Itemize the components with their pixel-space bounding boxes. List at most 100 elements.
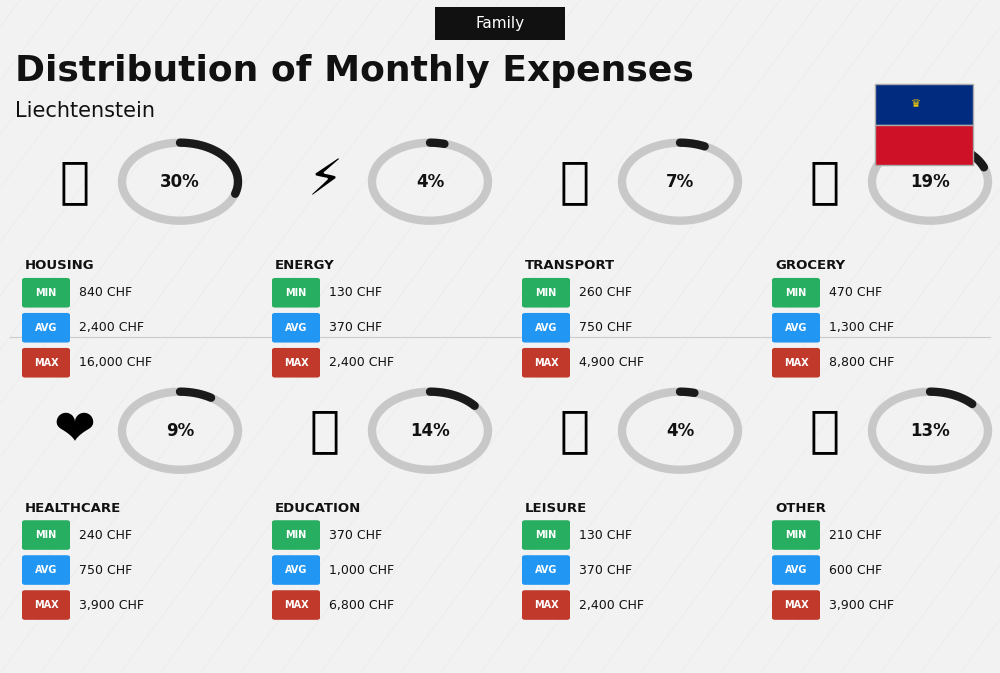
Text: 470 CHF: 470 CHF — [829, 286, 882, 299]
Text: AVG: AVG — [35, 323, 57, 332]
Text: 1,300 CHF: 1,300 CHF — [829, 321, 894, 334]
FancyBboxPatch shape — [772, 590, 820, 620]
FancyBboxPatch shape — [272, 520, 320, 550]
Text: HOUSING: HOUSING — [25, 259, 95, 273]
Text: EDUCATION: EDUCATION — [275, 501, 361, 515]
FancyBboxPatch shape — [272, 590, 320, 620]
FancyBboxPatch shape — [522, 348, 570, 378]
Text: 260 CHF: 260 CHF — [579, 286, 632, 299]
Text: MIN: MIN — [535, 530, 557, 540]
Text: AVG: AVG — [285, 323, 307, 332]
Text: AVG: AVG — [785, 323, 807, 332]
Text: MIN: MIN — [785, 288, 807, 297]
Text: 🏢: 🏢 — [60, 157, 90, 206]
Text: MIN: MIN — [285, 530, 307, 540]
Text: 2,400 CHF: 2,400 CHF — [329, 356, 394, 369]
Text: 6,800 CHF: 6,800 CHF — [329, 598, 394, 612]
Text: 🚌: 🚌 — [560, 157, 590, 206]
FancyBboxPatch shape — [272, 278, 320, 308]
Text: LEISURE: LEISURE — [525, 501, 587, 515]
Text: 750 CHF: 750 CHF — [79, 563, 132, 577]
Text: 4%: 4% — [666, 422, 694, 439]
FancyBboxPatch shape — [272, 555, 320, 585]
Text: MAX: MAX — [284, 358, 308, 367]
Text: MIN: MIN — [535, 288, 557, 297]
Text: ⚡: ⚡ — [307, 157, 343, 206]
Text: Distribution of Monthly Expenses: Distribution of Monthly Expenses — [15, 54, 694, 87]
FancyBboxPatch shape — [772, 348, 820, 378]
Text: MIN: MIN — [285, 288, 307, 297]
Text: ENERGY: ENERGY — [275, 259, 335, 273]
Text: 4,900 CHF: 4,900 CHF — [579, 356, 644, 369]
Text: 8,800 CHF: 8,800 CHF — [829, 356, 894, 369]
Text: ♛: ♛ — [911, 100, 921, 109]
Text: MIN: MIN — [785, 530, 807, 540]
FancyBboxPatch shape — [772, 313, 820, 343]
Text: 370 CHF: 370 CHF — [579, 563, 632, 577]
FancyBboxPatch shape — [435, 7, 565, 40]
Text: OTHER: OTHER — [775, 501, 826, 515]
FancyBboxPatch shape — [522, 590, 570, 620]
Text: 16,000 CHF: 16,000 CHF — [79, 356, 152, 369]
Text: 240 CHF: 240 CHF — [79, 528, 132, 542]
Text: 130 CHF: 130 CHF — [329, 286, 382, 299]
FancyBboxPatch shape — [522, 520, 570, 550]
FancyBboxPatch shape — [772, 520, 820, 550]
Text: 7%: 7% — [666, 173, 694, 190]
Text: 19%: 19% — [910, 173, 950, 190]
Text: 1,000 CHF: 1,000 CHF — [329, 563, 394, 577]
Text: 14%: 14% — [410, 422, 450, 439]
Text: 🛍️: 🛍️ — [560, 406, 590, 455]
Text: 210 CHF: 210 CHF — [829, 528, 882, 542]
Text: 840 CHF: 840 CHF — [79, 286, 132, 299]
Text: 130 CHF: 130 CHF — [579, 528, 632, 542]
FancyBboxPatch shape — [22, 278, 70, 308]
Text: 🛒: 🛒 — [810, 157, 840, 206]
Text: MAX: MAX — [284, 600, 308, 610]
Text: GROCERY: GROCERY — [775, 259, 845, 273]
FancyBboxPatch shape — [522, 313, 570, 343]
Text: 2,400 CHF: 2,400 CHF — [579, 598, 644, 612]
Text: 🎓: 🎓 — [310, 406, 340, 455]
Text: 3,900 CHF: 3,900 CHF — [829, 598, 894, 612]
Text: MAX: MAX — [784, 358, 808, 367]
Text: AVG: AVG — [35, 565, 57, 575]
Text: MAX: MAX — [784, 600, 808, 610]
Text: 13%: 13% — [910, 422, 950, 439]
Text: MIN: MIN — [35, 288, 57, 297]
Text: MAX: MAX — [534, 358, 558, 367]
FancyBboxPatch shape — [522, 278, 570, 308]
FancyBboxPatch shape — [22, 590, 70, 620]
Text: AVG: AVG — [535, 565, 557, 575]
Text: 4%: 4% — [416, 173, 444, 190]
Text: 3,900 CHF: 3,900 CHF — [79, 598, 144, 612]
Text: MAX: MAX — [34, 600, 58, 610]
FancyBboxPatch shape — [875, 84, 973, 125]
FancyBboxPatch shape — [272, 313, 320, 343]
Text: TRANSPORT: TRANSPORT — [525, 259, 615, 273]
FancyBboxPatch shape — [522, 555, 570, 585]
Text: HEALTHCARE: HEALTHCARE — [25, 501, 121, 515]
Text: 370 CHF: 370 CHF — [329, 321, 382, 334]
Text: MIN: MIN — [35, 530, 57, 540]
FancyBboxPatch shape — [272, 348, 320, 378]
Text: Family: Family — [475, 16, 525, 31]
Text: ❤️: ❤️ — [54, 406, 96, 455]
Text: 600 CHF: 600 CHF — [829, 563, 882, 577]
FancyBboxPatch shape — [772, 555, 820, 585]
Text: 750 CHF: 750 CHF — [579, 321, 632, 334]
Text: 2,400 CHF: 2,400 CHF — [79, 321, 144, 334]
Text: 370 CHF: 370 CHF — [329, 528, 382, 542]
FancyBboxPatch shape — [22, 520, 70, 550]
FancyBboxPatch shape — [772, 278, 820, 308]
Text: 9%: 9% — [166, 422, 194, 439]
Text: AVG: AVG — [535, 323, 557, 332]
Text: 👜: 👜 — [810, 406, 840, 455]
Text: AVG: AVG — [785, 565, 807, 575]
Text: Liechtenstein: Liechtenstein — [15, 101, 155, 121]
Text: AVG: AVG — [285, 565, 307, 575]
Text: MAX: MAX — [534, 600, 558, 610]
FancyBboxPatch shape — [875, 125, 973, 165]
FancyBboxPatch shape — [22, 313, 70, 343]
FancyBboxPatch shape — [22, 348, 70, 378]
